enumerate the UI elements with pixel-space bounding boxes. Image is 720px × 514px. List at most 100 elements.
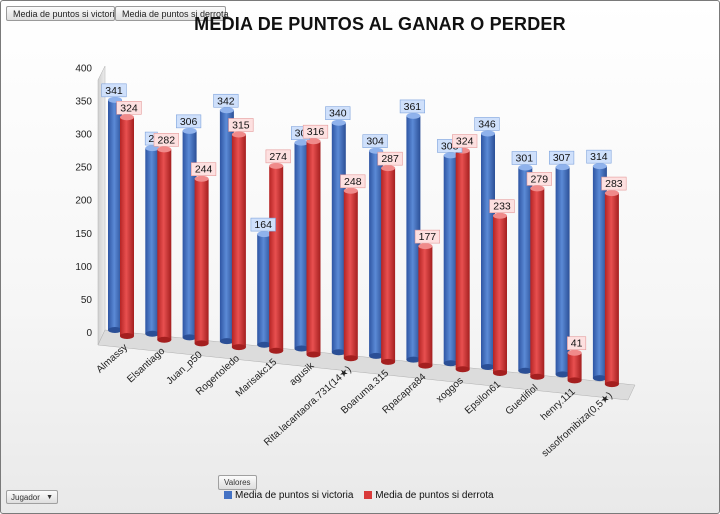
- bar-derrota-top: [269, 162, 284, 169]
- bar-derrota-base: [120, 333, 134, 339]
- data-label-derrota: 279: [531, 173, 549, 185]
- bar-derrota-base: [343, 355, 358, 362]
- y-tick-label: 300: [75, 130, 92, 141]
- bar-victoria-base: [555, 371, 570, 378]
- chart-title: MEDIA DE PUNTOS AL GANAR O PERDER: [194, 14, 566, 34]
- data-label-box-victoria: [176, 114, 202, 129]
- data-label-box-derrota: [265, 149, 291, 164]
- data-label-box-derrota: [526, 172, 552, 186]
- bar-victoria: [108, 99, 122, 330]
- legend-label-victoria: Media de puntos si victoria: [235, 490, 354, 501]
- bar-victoria-top: [257, 231, 272, 238]
- y-tick-label: 200: [75, 196, 92, 207]
- data-label-box-derrota: [153, 133, 179, 147]
- bar-victoria-base: [108, 327, 122, 333]
- bar-derrota: [493, 215, 507, 373]
- bar-victoria: [145, 148, 160, 334]
- bar-derrota-base: [493, 370, 507, 376]
- bar-victoria: [555, 167, 570, 375]
- x-category-label: Juan_p50: [165, 349, 205, 387]
- data-label-derrota: 324: [456, 136, 474, 148]
- data-label-box-victoria: [213, 93, 239, 108]
- bar-victoria: [182, 130, 197, 338]
- bar-derrota-base: [231, 344, 246, 351]
- bar-derrota-base: [418, 362, 433, 369]
- bar-derrota: [604, 193, 619, 385]
- bar-derrota-top: [157, 146, 172, 153]
- bar-victoria-base: [369, 352, 384, 359]
- data-label-derrota: 282: [158, 134, 176, 146]
- filter-victoria-button[interactable]: Media de puntos si victoria: [6, 6, 120, 21]
- bar-victoria-top: [443, 152, 458, 159]
- bar-victoria: [592, 166, 607, 379]
- data-label-victoria: 314: [590, 151, 608, 163]
- y-tick-label: 0: [86, 328, 92, 339]
- data-label-derrota: 283: [605, 178, 623, 190]
- data-label-box-victoria: [399, 99, 426, 114]
- filter-derrota-button[interactable]: Media de puntos si derrota: [115, 6, 229, 21]
- bar-derrota-top: [194, 175, 209, 182]
- bar-derrota: [269, 165, 284, 351]
- data-label-derrota: 244: [195, 164, 213, 176]
- data-label-box-victoria: [586, 149, 612, 164]
- x-category-label: Almassy: [95, 342, 130, 375]
- x-category-label: susofromibiza(0,5★): [540, 390, 615, 459]
- bar-victoria-base: [182, 334, 197, 341]
- data-label-victoria: 361: [404, 101, 422, 113]
- data-label-box-derrota: [116, 101, 142, 115]
- bar-victoria-base: [145, 330, 160, 337]
- data-label-derrota: 287: [381, 153, 399, 165]
- data-label-derrota: 248: [344, 176, 362, 188]
- jugador-label: Jugador: [11, 493, 40, 502]
- bar-victoria-top: [406, 112, 421, 119]
- y-tick-label: 400: [75, 63, 92, 74]
- y-tick-label: 350: [75, 96, 92, 107]
- bar-victoria: [406, 115, 421, 360]
- bar-derrota: [157, 149, 172, 340]
- data-label-victoria: 304: [366, 136, 384, 148]
- data-label-victoria: 164: [254, 219, 272, 231]
- bar-victoria-base: [406, 356, 421, 363]
- bar-victoria-base: [294, 345, 309, 352]
- y-tick-label: 250: [75, 163, 92, 174]
- bar-derrota: [455, 150, 470, 370]
- legend-swatch-derrota: [364, 491, 373, 499]
- bar-derrota-top: [381, 165, 396, 172]
- data-label-victoria: 2: [148, 133, 154, 145]
- bar-derrota-base: [381, 358, 396, 365]
- bar-victoria-top: [481, 130, 495, 137]
- bar-derrota: [381, 168, 396, 362]
- data-label-box-derrota: [302, 124, 329, 139]
- data-label-victoria: 30: [295, 128, 307, 140]
- data-label-victoria: 341: [105, 85, 123, 97]
- y-tick-label: 100: [75, 262, 92, 273]
- bar-derrota-top: [567, 349, 582, 356]
- bar-victoria: [481, 133, 495, 367]
- bar-victoria: [331, 122, 346, 353]
- jugador-filter-dropdown[interactable]: Jugador ▼: [6, 490, 58, 504]
- y-tick-label: 150: [75, 229, 92, 240]
- bar-victoria-base: [592, 375, 607, 382]
- data-label-box-victoria: [548, 150, 575, 165]
- bar-derrota-top: [306, 138, 321, 145]
- bar-derrota: [530, 188, 545, 377]
- chart-back-wall: [97, 65, 106, 346]
- bar-derrota: [418, 246, 433, 366]
- data-label-box-victoria: [362, 134, 388, 148]
- bar-derrota-top: [418, 243, 433, 250]
- bar-victoria-base: [331, 349, 346, 356]
- legend-label-derrota: Media de puntos si derrota: [375, 490, 494, 501]
- data-label-box-derrota: [414, 229, 441, 244]
- bar-derrota-top: [530, 185, 545, 192]
- data-label-victoria: 342: [217, 95, 235, 107]
- bar-derrota-base: [604, 381, 619, 388]
- bar-derrota-base: [157, 336, 172, 343]
- bar-victoria: [369, 150, 384, 356]
- bar-victoria: [257, 234, 272, 345]
- data-label-derrota: 177: [419, 231, 437, 243]
- data-label-victoria: 301: [516, 153, 534, 165]
- bar-victoria-top: [555, 164, 570, 171]
- values-field-button[interactable]: Valores: [218, 475, 257, 490]
- legend-item-derrota: Media de puntos si derrota: [364, 490, 494, 501]
